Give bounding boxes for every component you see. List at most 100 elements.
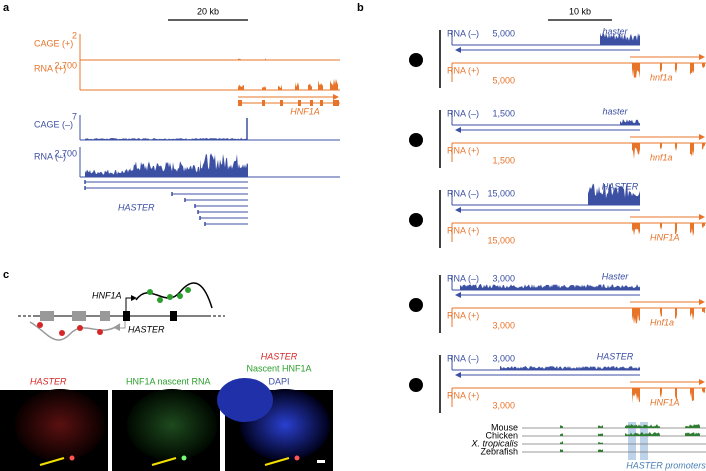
exon xyxy=(72,311,86,321)
track-max: 3,000 xyxy=(492,400,515,410)
tss-arrow xyxy=(125,295,137,311)
panel-label: b xyxy=(357,2,364,14)
track-max: 2,700 xyxy=(54,148,77,158)
green-probe xyxy=(147,289,153,295)
image-label: HASTER xyxy=(261,351,298,361)
red-probe xyxy=(37,322,43,328)
track-max: 3,000 xyxy=(492,320,515,330)
exon xyxy=(40,311,54,321)
gene-label: haster xyxy=(602,106,628,116)
track-label: RNA (+) xyxy=(447,225,479,235)
conservation-label: X. tropicalis xyxy=(470,438,518,448)
conservation-signal xyxy=(560,441,603,444)
gene-label: HNF1A xyxy=(650,232,680,242)
gene-label: hnf1a xyxy=(650,152,673,162)
track-label: RNA (+) xyxy=(447,310,479,320)
image-label: DAPI xyxy=(268,376,289,386)
gene-label: haster xyxy=(602,26,628,36)
plus-signal xyxy=(632,308,705,324)
promoter-highlight xyxy=(628,422,636,460)
nucleus xyxy=(127,389,217,461)
green-probe xyxy=(167,294,173,300)
plus-signal xyxy=(632,143,705,159)
promoter-highlight xyxy=(640,422,648,460)
scale-label: 20 kb xyxy=(197,6,219,16)
haster-rna xyxy=(29,321,121,341)
conservation-signal xyxy=(560,424,700,428)
exon xyxy=(333,100,339,106)
spot xyxy=(69,455,75,461)
green-probe xyxy=(185,287,191,293)
minus-signal xyxy=(500,366,640,370)
diagram-label: HNF1A xyxy=(92,290,122,300)
minus-signal xyxy=(588,183,640,205)
pointer-arrow xyxy=(39,457,65,466)
exon xyxy=(280,100,283,106)
track-label: CAGE (–) xyxy=(34,119,73,129)
cage-minus-signal xyxy=(85,138,247,140)
red-probe xyxy=(97,329,103,335)
green-probe xyxy=(157,297,163,303)
track-label: RNA (–) xyxy=(34,151,66,161)
track-label: RNA (–) xyxy=(447,188,479,198)
track-max: 15,000 xyxy=(487,235,515,245)
plus-signal xyxy=(632,223,705,237)
nucleus xyxy=(15,389,105,461)
nascent-rna xyxy=(135,282,213,309)
track-label: RNA (+) xyxy=(447,65,479,75)
panel-label: a xyxy=(3,2,10,14)
gene-label: hnf1a xyxy=(650,72,673,82)
track-label: CAGE (+) xyxy=(34,38,73,48)
gene-label: HNF1A xyxy=(290,106,320,116)
conservation-label: Mouse xyxy=(491,422,518,432)
red-probe xyxy=(59,330,65,336)
rna-minus-signal xyxy=(85,153,248,177)
species-icon xyxy=(409,133,423,147)
gene-label: Haster xyxy=(602,271,630,281)
haster-arrow xyxy=(114,321,126,331)
gene-label: HASTER xyxy=(118,202,155,212)
track-max: 5,000 xyxy=(492,28,515,38)
minus-signal xyxy=(460,284,640,290)
diagram-label: HASTER xyxy=(128,324,165,334)
species-icon xyxy=(409,298,423,312)
exon xyxy=(310,100,313,106)
minus-signal xyxy=(600,32,640,45)
rna-plus-signal xyxy=(238,78,338,90)
panel-label: c xyxy=(3,269,9,281)
exon xyxy=(298,100,301,106)
exon xyxy=(238,100,242,106)
track-max: 3,000 xyxy=(492,353,515,363)
cage-plus-signal xyxy=(238,58,266,60)
track-max: 2 xyxy=(72,30,77,40)
exon xyxy=(123,311,130,321)
track-max: 1,500 xyxy=(492,108,515,118)
track-label: RNA (–) xyxy=(447,108,479,118)
image-label: HASTER xyxy=(30,376,67,386)
track-max: 3,000 xyxy=(492,273,515,283)
plus-signal xyxy=(632,388,705,404)
track-label: RNA (+) xyxy=(34,63,66,73)
scale-bar xyxy=(317,460,325,463)
track-max: 5,000 xyxy=(492,75,515,85)
conservation-signal xyxy=(560,449,603,452)
track-label: RNA (+) xyxy=(447,145,479,155)
track-label: RNA (+) xyxy=(447,390,479,400)
track-label: RNA (–) xyxy=(447,353,479,363)
exon xyxy=(262,100,265,106)
exon xyxy=(320,100,323,106)
species-icon xyxy=(409,378,423,392)
promoter-label: HASTER promoters xyxy=(626,460,706,470)
image-label: Nascent HNF1A xyxy=(246,363,311,373)
red-probe xyxy=(77,325,83,331)
scale-label: 10 kb xyxy=(569,6,591,16)
image-label: HNF1A nascent RNA xyxy=(126,376,211,386)
minus-signal xyxy=(620,119,640,125)
track-max: 15,000 xyxy=(487,188,515,198)
track-max: 7 xyxy=(72,111,77,121)
gene-label: HASTER xyxy=(597,351,634,361)
gene-label: HNF1A xyxy=(650,397,680,407)
track-max: 1,500 xyxy=(492,155,515,165)
track-max: 2,700 xyxy=(54,60,77,70)
